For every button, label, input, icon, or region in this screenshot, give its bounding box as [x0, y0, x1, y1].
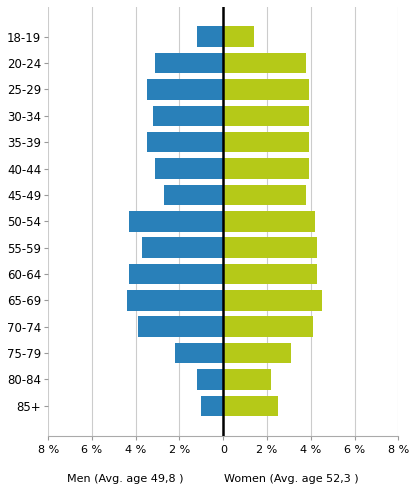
- Bar: [127, 290, 223, 311]
- Text: Men (Avg. age 49,8 ): Men (Avg. age 49,8 ): [67, 474, 183, 484]
- Text: Women (Avg. age 52,3 ): Women (Avg. age 52,3 ): [224, 474, 359, 484]
- Bar: [223, 106, 309, 126]
- Bar: [147, 79, 223, 100]
- Bar: [175, 343, 223, 363]
- Bar: [156, 158, 223, 179]
- Bar: [223, 343, 291, 363]
- Bar: [223, 290, 322, 311]
- Bar: [164, 185, 223, 205]
- Bar: [138, 316, 223, 337]
- Bar: [197, 27, 223, 47]
- Bar: [156, 53, 223, 73]
- Bar: [223, 53, 307, 73]
- Bar: [223, 27, 254, 47]
- Bar: [223, 396, 278, 416]
- Bar: [129, 264, 223, 284]
- Bar: [223, 316, 313, 337]
- Bar: [197, 369, 223, 390]
- Bar: [142, 237, 223, 258]
- Bar: [223, 369, 272, 390]
- Bar: [223, 264, 317, 284]
- Bar: [201, 396, 223, 416]
- Bar: [129, 211, 223, 232]
- Bar: [223, 132, 309, 152]
- Bar: [223, 158, 309, 179]
- Bar: [223, 79, 309, 100]
- Bar: [223, 237, 317, 258]
- Bar: [153, 106, 223, 126]
- Bar: [223, 211, 315, 232]
- Bar: [147, 132, 223, 152]
- Bar: [223, 185, 307, 205]
